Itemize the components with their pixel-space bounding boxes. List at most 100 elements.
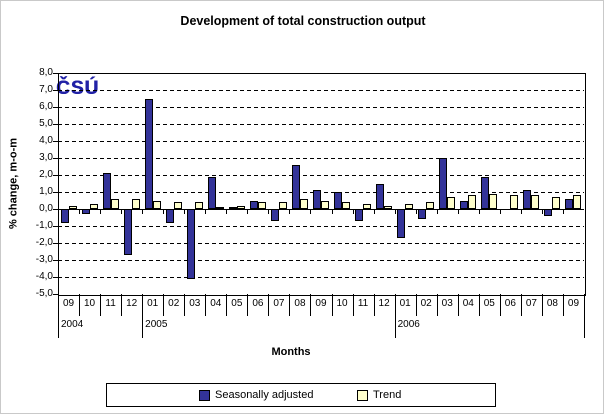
y-axis-tick: [53, 294, 58, 295]
category-tick: [373, 210, 375, 214]
category-tick: [79, 210, 81, 214]
bar-seasonally-adjusted: [312, 190, 321, 209]
month-separator: [499, 294, 501, 316]
month-separator: [121, 294, 123, 316]
bar-trend: [384, 205, 393, 209]
category-tick: [499, 210, 501, 214]
month-label: 06: [504, 298, 516, 309]
month-label: 09: [62, 298, 75, 309]
month-label: 09: [315, 298, 327, 309]
bar-trend: [405, 203, 414, 209]
year-separator: [584, 294, 585, 338]
bar-seasonally-adjusted: [460, 200, 469, 209]
category-tick: [100, 210, 102, 214]
bar-trend: [131, 198, 140, 209]
y-axis-tick: [53, 107, 58, 108]
y-axis-tick-label: 1,0: [39, 186, 53, 197]
month-label: 06: [252, 298, 264, 309]
legend-item-seasonally-adjusted: Seasonally adjusted: [199, 384, 313, 406]
category-tick: [562, 210, 564, 214]
y-axis-tick-label: 6,0: [39, 101, 53, 112]
zero-axis-line: [58, 209, 584, 210]
month-separator: [163, 294, 165, 316]
bar-seasonally-adjusted: [228, 207, 237, 210]
gridline: [58, 158, 584, 159]
bar-seasonally-adjusted: [270, 209, 279, 221]
bar-seasonally-adjusted: [186, 209, 195, 279]
y-axis-tick-label: -2,0: [35, 237, 53, 248]
bar-seasonally-adjusted: [249, 200, 258, 209]
month-separator: [352, 294, 354, 316]
y-axis-tick: [53, 226, 58, 227]
bar-seasonally-adjusted: [376, 183, 385, 209]
bar-trend: [152, 200, 161, 209]
month-separator: [457, 294, 459, 316]
bar-seasonally-adjusted: [397, 209, 406, 238]
bar-seasonally-adjusted: [60, 209, 69, 223]
category-tick: [163, 210, 165, 214]
y-axis-tick-label: 8,0: [39, 67, 53, 78]
seasonally-adjusted-swatch-icon: [199, 389, 210, 401]
bar-seasonally-adjusted: [102, 173, 111, 209]
bar-trend: [110, 198, 119, 209]
chart-title: Development of total construction output: [180, 14, 426, 28]
month-label: 08: [294, 298, 306, 309]
bar-trend: [257, 202, 266, 209]
legend: Seasonally adjusted Trend: [106, 383, 496, 407]
month-separator: [289, 294, 291, 316]
bar-trend: [173, 202, 182, 209]
category-tick: [415, 210, 417, 214]
bar-trend: [552, 197, 561, 209]
bar-trend: [236, 205, 245, 209]
month-label: 02: [168, 298, 180, 309]
gridline: [58, 175, 584, 176]
month-separator: [478, 294, 480, 316]
y-axis-tick: [53, 90, 58, 91]
month-separator: [205, 294, 207, 316]
x-axis-title: Months: [271, 346, 311, 358]
bar-seasonally-adjusted: [544, 209, 553, 216]
month-label: 10: [336, 298, 348, 309]
category-tick: [520, 210, 522, 214]
legend-label: Trend: [373, 389, 402, 401]
month-separator: [562, 294, 564, 316]
month-label: 01: [147, 298, 159, 309]
bar-seasonally-adjusted: [144, 98, 153, 209]
bar-trend: [194, 202, 203, 209]
y-axis-tick-label: -4,0: [35, 271, 53, 282]
month-separator: [184, 294, 186, 316]
y-axis-tick-label: -1,0: [35, 220, 53, 231]
y-axis-tick: [53, 192, 58, 193]
bar-seasonally-adjusted: [565, 198, 574, 209]
bar-seasonally-adjusted: [334, 192, 343, 209]
y-axis-tick-label: 3,0: [39, 152, 53, 163]
month-label: 12: [378, 298, 390, 309]
category-tick: [205, 210, 207, 214]
month-separator: [541, 294, 543, 316]
y-axis-tick: [53, 260, 58, 261]
y-axis-tick: [53, 141, 58, 142]
month-separator: [373, 294, 375, 316]
y-axis-tick: [53, 243, 58, 244]
y-axis-tick-label: 0,0: [39, 203, 53, 214]
month-label: 07: [525, 298, 537, 309]
y-axis-tick-label: -5,0: [35, 288, 53, 299]
month-label: 04: [210, 298, 222, 309]
category-tick: [142, 210, 144, 214]
month-label: 10: [83, 298, 96, 309]
year-separator: [142, 294, 144, 338]
bar-trend: [447, 197, 456, 209]
bar-trend: [510, 195, 519, 209]
bar-seasonally-adjusted: [523, 190, 532, 209]
year-label: 2006: [397, 319, 420, 330]
category-tick: [352, 210, 354, 214]
month-label: 05: [483, 298, 495, 309]
gridline: [58, 124, 584, 125]
y-axis-tick: [53, 73, 58, 74]
bar-trend: [363, 203, 372, 209]
bar-seasonally-adjusted: [165, 209, 174, 223]
y-axis-tick-label: 4,0: [39, 135, 53, 146]
y-axis-tick: [53, 209, 58, 210]
bar-trend: [342, 202, 351, 209]
bar-trend: [573, 195, 582, 209]
